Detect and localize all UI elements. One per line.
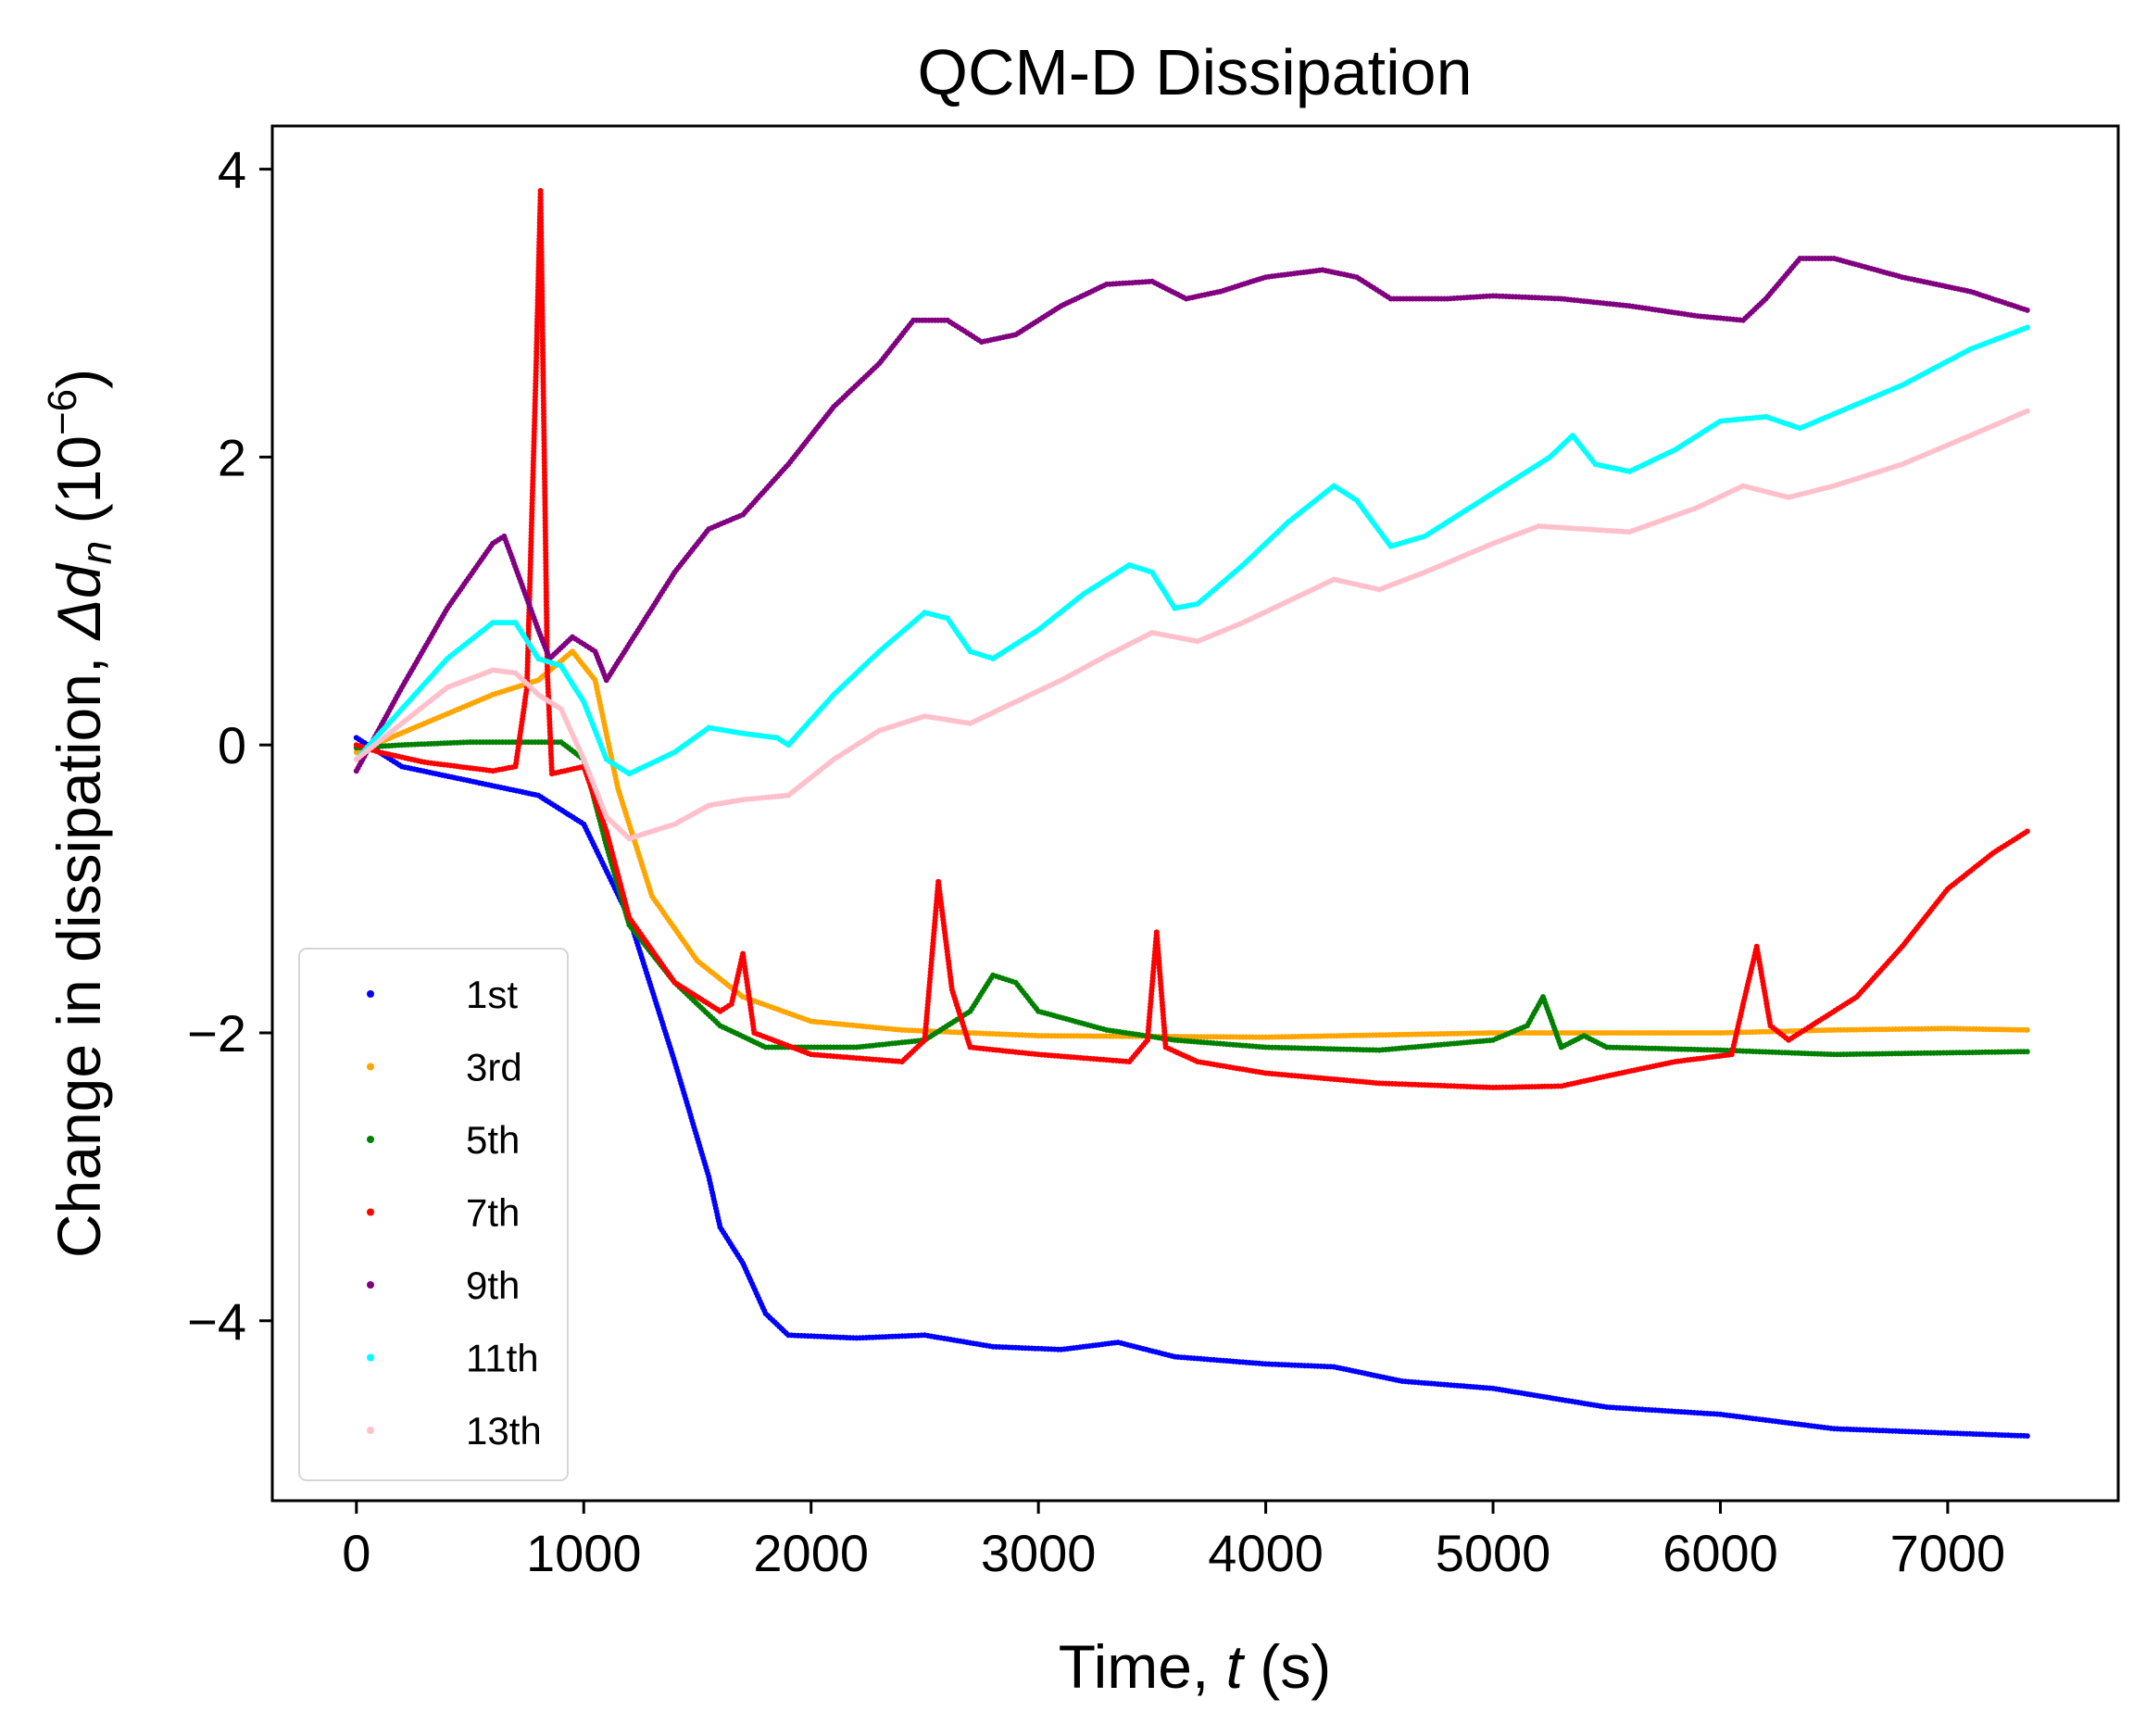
chart-title: QCM-D Dissipation: [918, 36, 1473, 108]
legend-item-1st: 1st: [367, 973, 518, 1016]
y-tick-label: 2: [218, 428, 246, 486]
x-tick-label: 7000: [1890, 1524, 2006, 1582]
legend-marker: [367, 1063, 374, 1071]
data-point: [2024, 1026, 2030, 1033]
x-tick-label: 1000: [526, 1524, 642, 1582]
legend-label: 9th: [466, 1264, 520, 1307]
y-tick-label: 0: [218, 716, 246, 774]
x-axis-label-variable: t: [1226, 1632, 1246, 1701]
x-tick-label: 0: [342, 1524, 370, 1582]
legend-marker: [367, 990, 374, 998]
y-axis-label-unit-close: ): [44, 369, 113, 389]
data-point: [2024, 828, 2030, 835]
y-tick-label: −2: [187, 1004, 246, 1063]
y-axis-label-subscript: n: [72, 541, 120, 565]
legend-label: 1st: [466, 973, 518, 1016]
y-tick-label: 4: [218, 141, 246, 199]
data-point: [2024, 324, 2030, 331]
legend-label: 5th: [466, 1118, 520, 1162]
plot-frame: [270, 124, 2120, 1503]
y-axis-label-variable: Δd: [44, 562, 113, 641]
legend-marker: [367, 1281, 374, 1289]
legend-marker: [367, 1353, 374, 1362]
y-axis-label-exponent: −6: [40, 389, 85, 435]
x-axis-label: Time, t (s): [1059, 1632, 1332, 1701]
legend-item-3rd: 3rd: [367, 1046, 522, 1089]
x-tick-label: 2000: [753, 1524, 869, 1582]
legend-item-5th: 5th: [367, 1118, 520, 1162]
y-axis-label: Change in dissipation, Δdn (10−6): [40, 369, 120, 1258]
legend-marker: [367, 1136, 374, 1143]
y-axis: 4 2 0 −2 −4: [187, 141, 272, 1351]
x-tick-label: 4000: [1208, 1524, 1324, 1582]
legend-item-7th: 7th: [367, 1191, 520, 1235]
legend-box: [298, 948, 569, 1481]
legend-item-11th: 11th: [367, 1337, 539, 1380]
data-point: [2024, 307, 2030, 313]
x-axis-label-prefix: Time,: [1059, 1632, 1226, 1701]
series-7th: [353, 187, 2030, 1090]
x-axis-label-unit: (s): [1243, 1632, 1331, 1701]
x-tick-label: 6000: [1663, 1524, 1778, 1582]
series-layer: [353, 187, 2030, 1440]
data-point: [2024, 1049, 2030, 1055]
legend-label: 7th: [466, 1191, 520, 1235]
x-tick-label: 3000: [981, 1524, 1097, 1582]
series-5th: [353, 739, 2030, 1058]
y-axis-label-prefix: Change in dissipation,: [44, 639, 113, 1258]
legend-item-9th: 9th: [367, 1264, 520, 1307]
data-point: [2024, 1433, 2030, 1440]
y-axis-label-unit-open: (10: [44, 435, 113, 541]
y-tick-label: −4: [187, 1292, 246, 1351]
data-point: [2024, 408, 2030, 414]
series-11th: [353, 324, 2030, 777]
series-9th: [353, 256, 2030, 774]
legend-marker: [367, 1208, 374, 1216]
x-tick-label: 5000: [1436, 1524, 1551, 1582]
x-axis: 0 1000 2000 3000 4000 5000 6000 7000: [342, 1501, 2005, 1582]
legend-label: 3rd: [466, 1046, 522, 1089]
series-13th: [353, 408, 2030, 842]
